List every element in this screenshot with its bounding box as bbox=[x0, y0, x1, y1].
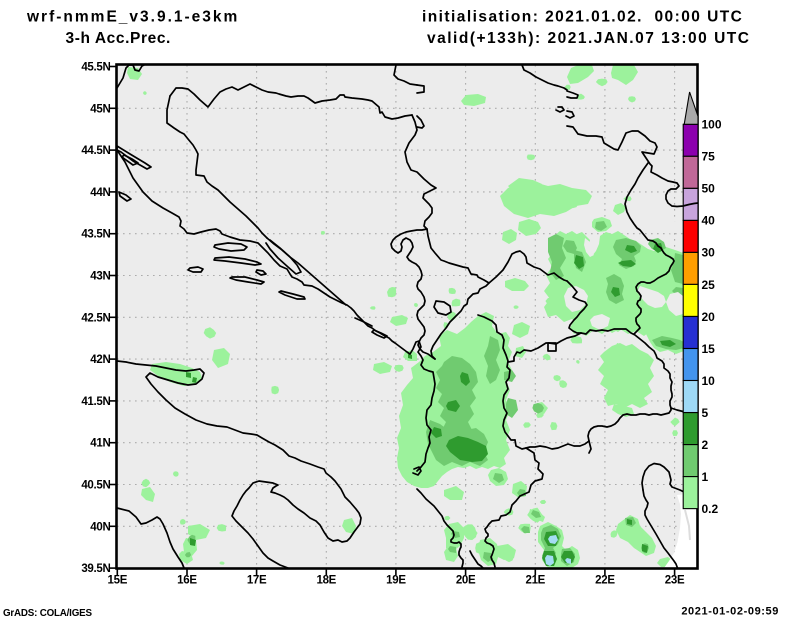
svg-text:23E: 23E bbox=[665, 575, 685, 587]
svg-text:3-h Acc.Prec.: 3-h Acc.Prec. bbox=[66, 30, 171, 47]
svg-text:43N: 43N bbox=[90, 271, 110, 283]
svg-text:17E: 17E bbox=[247, 575, 267, 587]
svg-text:40: 40 bbox=[702, 214, 716, 228]
svg-text:40N: 40N bbox=[90, 521, 110, 533]
svg-text:19E: 19E bbox=[386, 575, 406, 587]
svg-text:2021-01-02-09:59: 2021-01-02-09:59 bbox=[681, 606, 779, 618]
svg-text:15E: 15E bbox=[108, 575, 128, 587]
svg-text:44.5N: 44.5N bbox=[81, 145, 110, 157]
svg-text:20: 20 bbox=[702, 310, 716, 324]
svg-text:39.5N: 39.5N bbox=[81, 563, 110, 575]
svg-text:initialisation: 2021.01.02. 0: initialisation: 2021.01.02. 00:00 UTC bbox=[422, 9, 743, 26]
svg-text:GrADS: COLA/IGES: GrADS: COLA/IGES bbox=[3, 608, 92, 618]
svg-text:15: 15 bbox=[702, 342, 716, 356]
svg-text:10: 10 bbox=[702, 374, 716, 388]
svg-text:40.5N: 40.5N bbox=[81, 480, 110, 492]
svg-text:100: 100 bbox=[702, 118, 722, 132]
svg-text:45.5N: 45.5N bbox=[81, 62, 110, 74]
svg-text:41.5N: 41.5N bbox=[81, 396, 110, 408]
svg-text:valid(+133h): 2021.JAN.07 13:0: valid(+133h): 2021.JAN.07 13:00 UTC bbox=[427, 30, 750, 47]
svg-text:wrf-nmmE_v3.9.1-e3km: wrf-nmmE_v3.9.1-e3km bbox=[26, 9, 239, 26]
svg-text:50: 50 bbox=[702, 182, 716, 196]
svg-text:42.5N: 42.5N bbox=[81, 312, 110, 324]
svg-text:0.2: 0.2 bbox=[702, 502, 719, 516]
svg-text:22E: 22E bbox=[595, 575, 615, 587]
svg-text:1: 1 bbox=[702, 470, 709, 484]
svg-text:44N: 44N bbox=[90, 187, 110, 199]
svg-text:21E: 21E bbox=[525, 575, 545, 587]
svg-text:30: 30 bbox=[702, 246, 716, 260]
svg-text:41N: 41N bbox=[90, 438, 110, 450]
svg-text:43.5N: 43.5N bbox=[81, 229, 110, 241]
svg-text:2: 2 bbox=[702, 438, 709, 452]
svg-text:5: 5 bbox=[702, 406, 709, 420]
svg-text:42N: 42N bbox=[90, 354, 110, 366]
svg-text:45N: 45N bbox=[90, 103, 110, 115]
svg-text:18E: 18E bbox=[316, 575, 336, 587]
svg-text:16E: 16E bbox=[177, 575, 197, 587]
svg-text:20E: 20E bbox=[456, 575, 476, 587]
svg-text:75: 75 bbox=[702, 150, 716, 164]
svg-text:25: 25 bbox=[702, 278, 716, 292]
